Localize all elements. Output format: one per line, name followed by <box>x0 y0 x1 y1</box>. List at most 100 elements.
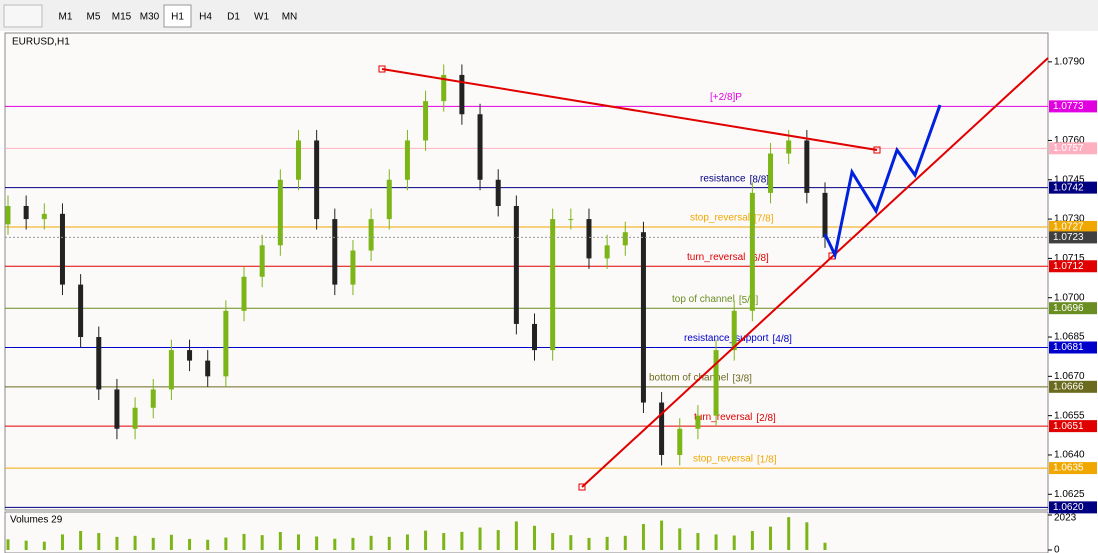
level-name: stop_reversal <box>690 213 750 224</box>
chart-tools-button[interactable] <box>3 4 43 28</box>
y-tick-label: 1.0790 <box>1054 56 1085 67</box>
price-tag-label: 1.0620 <box>1053 502 1084 513</box>
timeframe-label[interactable]: M1 <box>59 12 73 23</box>
candle-body <box>423 101 429 141</box>
candle-body <box>786 140 792 154</box>
y-tick-label: 1.0670 <box>1054 371 1085 382</box>
candle-body <box>404 140 410 180</box>
anchor[interactable] <box>378 65 386 73</box>
y-tick-label: 1.0685 <box>1054 332 1085 343</box>
candle-body <box>640 232 646 403</box>
candle-body <box>532 323 538 351</box>
price-tag <box>1049 231 1097 244</box>
candle-body <box>477 114 483 180</box>
level-tag: [1/8] <box>757 455 777 466</box>
candle-body <box>659 402 665 455</box>
price-tag-label: 1.0712 <box>1053 261 1084 272</box>
timeframe-button[interactable] <box>108 5 135 27</box>
timeframe-label[interactable]: W1 <box>254 12 269 23</box>
price-tag <box>1049 260 1097 273</box>
candle-body <box>804 140 810 193</box>
timeframe-button[interactable] <box>276 5 303 27</box>
timeframe-button[interactable] <box>80 5 107 27</box>
price-tag-label: 1.0696 <box>1053 303 1084 314</box>
y-tick-label: 1.0625 <box>1054 489 1085 500</box>
timeframe-button[interactable] <box>220 5 247 27</box>
anchor[interactable] <box>578 483 586 491</box>
timeframe-label[interactable]: H4 <box>199 12 212 23</box>
candle-body <box>241 276 247 311</box>
volume-panel <box>4 511 1049 553</box>
timeframe-button[interactable] <box>163 4 192 28</box>
timeframe-label[interactable]: M30 <box>140 12 160 23</box>
level-name: top of channel <box>672 294 735 305</box>
candle-body <box>277 179 283 246</box>
timeframe-button[interactable] <box>136 5 163 27</box>
trendline[interactable] <box>581 57 1049 488</box>
candle-body <box>59 213 65 285</box>
timeframe-button[interactable] <box>248 5 275 27</box>
candle-body <box>78 284 84 338</box>
level-name: [+2/8]P <box>710 92 742 103</box>
candle-body <box>150 389 156 408</box>
timeframe-label[interactable]: M15 <box>112 12 132 23</box>
price-tag <box>1049 302 1097 315</box>
candle-body <box>513 205 519 324</box>
candle-body <box>5 205 11 225</box>
candle-body <box>368 219 374 251</box>
candle-body <box>441 74 447 102</box>
timeframe-label[interactable]: M5 <box>87 12 101 23</box>
candle-body <box>768 153 774 193</box>
current-price-label: 1.0723 <box>1053 232 1084 243</box>
candle-body <box>350 250 356 285</box>
drawing-objects <box>378 57 1049 491</box>
price-panel <box>4 32 1049 511</box>
timeframe-label[interactable]: D1 <box>227 12 240 23</box>
level-tag: [3/8] <box>733 373 753 384</box>
price-tag <box>1049 220 1097 233</box>
forecast-path[interactable] <box>823 104 942 260</box>
trendline[interactable] <box>381 68 878 151</box>
level-tag: [7/8] <box>754 214 774 225</box>
timeframe-button[interactable] <box>192 5 219 27</box>
candle-body <box>259 245 265 277</box>
candle-body <box>622 232 628 246</box>
level-tag: [5/8] <box>739 295 759 306</box>
price-tag-label: 1.0681 <box>1053 342 1084 353</box>
candle-body <box>550 219 556 351</box>
y-tick-label: 1.0730 <box>1054 214 1085 225</box>
candle-body <box>677 428 683 455</box>
candle-body <box>495 179 501 206</box>
price-tag-label: 1.0651 <box>1053 421 1084 432</box>
candle-body <box>713 350 719 416</box>
price-tag <box>1049 380 1097 393</box>
y-tick-label: 1.0655 <box>1054 410 1085 421</box>
price-tag <box>1049 100 1097 113</box>
y-tick-label: 1.0745 <box>1054 174 1085 185</box>
level-name: turn_reversal <box>694 412 752 423</box>
candle-body <box>731 310 737 351</box>
candle-body <box>96 337 102 390</box>
y-tick-label: 1.0640 <box>1054 450 1085 461</box>
anchor[interactable] <box>873 146 881 154</box>
timeframe-label[interactable]: MN <box>282 12 298 23</box>
level-tag: [2/8] <box>756 413 776 424</box>
candle-body <box>41 213 47 220</box>
chart-title: EURUSD,H1 <box>12 37 70 48</box>
candle-body <box>314 140 320 220</box>
candle-body <box>132 407 138 429</box>
candle-body <box>23 205 29 220</box>
level-name: resistance_support <box>684 333 769 344</box>
timeframe-button[interactable] <box>52 5 79 27</box>
price-tag-label: 1.0727 <box>1053 222 1084 233</box>
price-tag-label: 1.0666 <box>1053 381 1084 392</box>
candle-body <box>332 219 338 285</box>
candle-body <box>223 310 229 377</box>
candle-body <box>586 219 592 259</box>
price-tag <box>1049 341 1097 354</box>
price-tag-label: 1.0742 <box>1053 182 1084 193</box>
timeframe-label[interactable]: H1 <box>171 12 184 23</box>
candle-body <box>568 219 574 221</box>
